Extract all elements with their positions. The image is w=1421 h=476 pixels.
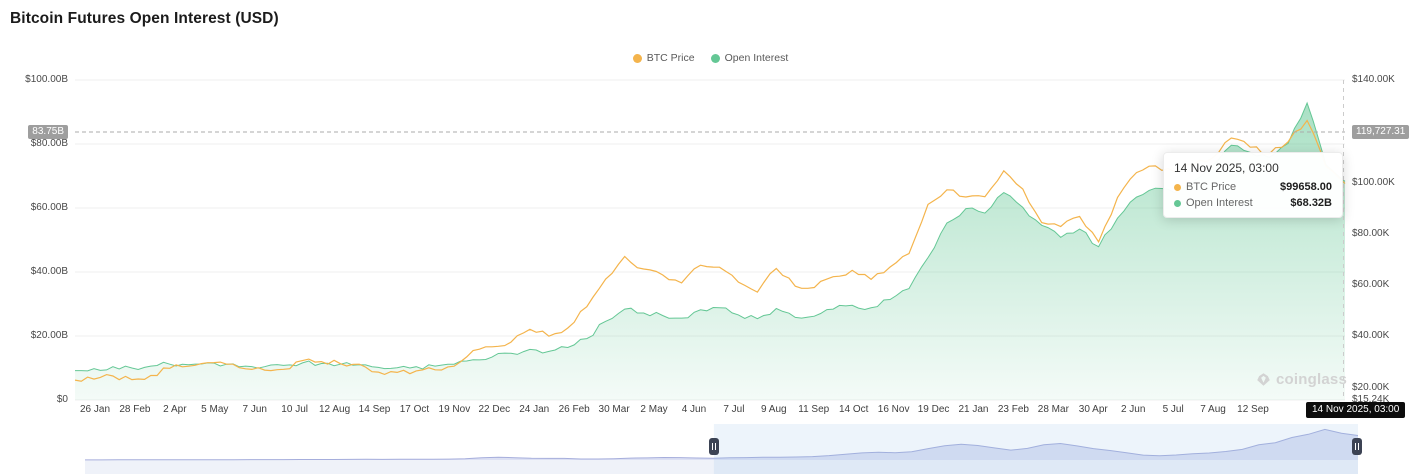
legend-item-btc-price[interactable]: BTC Price xyxy=(632,52,695,64)
y-tick-label-right: $100.00K xyxy=(1352,176,1395,188)
open-interest-legend-dot-icon xyxy=(710,53,720,63)
x-tick-label: 14 Sep xyxy=(358,404,391,415)
y-tick-label-right: $15.24K xyxy=(1352,394,1390,405)
x-tick-label: 14 Oct xyxy=(838,404,869,415)
tooltip-label-btc-price: BTC Price xyxy=(1186,181,1237,193)
x-tick-label: 2 May xyxy=(640,404,668,415)
watermark-text: coinglass xyxy=(1276,371,1347,388)
y-tick-label-left: $80.00B xyxy=(30,138,68,149)
x-axis: 26 Jan 28 Feb 2 Apr 5 May 7 Jun 10 Jul 12 Aug 1… xyxy=(75,404,1345,418)
x-tick-label: 7 Aug xyxy=(1200,404,1226,415)
legend-label-btc-price: BTC Price xyxy=(646,52,695,64)
page-title: Bitcoin Futures Open Interest (USD) xyxy=(10,10,279,27)
x-tick-label: 2 Jun xyxy=(1120,404,1146,415)
main-chart[interactable] xyxy=(74,79,1346,401)
tooltip-label-open-interest: Open Interest xyxy=(1186,197,1253,209)
legend-label-open-interest: Open Interest xyxy=(724,52,789,64)
x-tick-label: 30 Apr xyxy=(1078,404,1108,415)
open-interest-dot-icon xyxy=(1174,199,1181,207)
x-tick-label: 7 Jul xyxy=(723,404,745,415)
x-tick-label: 19 Nov xyxy=(438,404,471,415)
x-tick-label: 30 Mar xyxy=(598,404,630,415)
y-tick-label-left: $0 xyxy=(56,394,68,405)
x-tick-label: 11 Sep xyxy=(798,404,830,415)
x-tick-label: 5 May xyxy=(201,404,229,415)
y-tick-label-right: $20.00K xyxy=(1352,381,1390,393)
x-tick-label: 26 Jan xyxy=(79,404,111,415)
x-tick-label: 22 Dec xyxy=(478,404,511,415)
x-tick-label: 16 Nov xyxy=(877,404,910,415)
navigator-left-handle[interactable] xyxy=(708,438,719,455)
y-tick-label-left: $20.00B xyxy=(30,330,68,341)
x-tick-label: 5 Jul xyxy=(1162,404,1184,415)
y-tick-label-left: $60.00B xyxy=(30,202,68,213)
open-interest-last-value-badge: 83.75B xyxy=(28,125,68,139)
x-tick-label: 7 Jun xyxy=(242,404,267,415)
legend: BTC Price Open Interest xyxy=(0,52,1421,64)
y-tick-label-right: $60.00K xyxy=(1352,279,1390,291)
x-tick-label: 24 Jan xyxy=(519,404,550,415)
y-tick-label-right: $40.00K xyxy=(1352,330,1390,342)
coinglass-gem-icon xyxy=(1257,373,1270,386)
x-tick-label: 17 Oct xyxy=(399,404,430,415)
y-tick-label-right: $80.00K xyxy=(1352,227,1390,239)
crosshair-date-badge: 14 Nov 2025, 03:00 xyxy=(1306,402,1406,418)
y-tick-label-right: $140.00K xyxy=(1352,74,1395,85)
tooltip-row-btc-price: BTC Price $99658.00 xyxy=(1174,181,1332,193)
navigator[interactable] xyxy=(85,424,1358,474)
btc-price-legend-dot-icon xyxy=(632,53,642,63)
x-tick-label: 28 Mar xyxy=(1037,404,1069,415)
x-tick-label: 28 Feb xyxy=(119,404,151,415)
btc-price-dot-icon xyxy=(1174,183,1181,191)
tooltip-title: 14 Nov 2025, 03:00 xyxy=(1174,161,1279,175)
x-tick-label: 12 Aug xyxy=(319,404,351,415)
tooltip: 14 Nov 2025, 03:00 BTC Price $99658.00 O… xyxy=(1163,152,1343,218)
legend-item-open-interest[interactable]: Open Interest xyxy=(710,52,789,64)
tooltip-row-open-interest: Open Interest $68.32B xyxy=(1174,197,1332,209)
x-tick-label: 26 Feb xyxy=(558,404,590,415)
x-tick-label: 21 Jan xyxy=(958,404,989,415)
x-tick-label: 19 Dec xyxy=(917,404,950,415)
btc-price-last-value-badge: 119,727.31 xyxy=(1352,125,1410,139)
coinglass-watermark: coinglass xyxy=(1256,371,1347,388)
tooltip-value-open-interest: $68.32B xyxy=(1290,197,1332,209)
y-tick-label-left: $100.00B xyxy=(25,74,68,85)
x-tick-label: 9 Aug xyxy=(761,404,787,415)
y-tick-label-left: $40.00B xyxy=(30,266,68,277)
tooltip-value-btc-price: $99658.00 xyxy=(1280,181,1332,193)
navigator-right-handle[interactable] xyxy=(1352,438,1362,455)
x-tick-label: 10 Jul xyxy=(281,404,308,415)
x-tick-label: 23 Feb xyxy=(997,404,1029,415)
x-tick-label: 12 Sep xyxy=(1237,404,1269,415)
x-tick-label: 4 Jun xyxy=(681,404,707,415)
x-tick-label: 2 Apr xyxy=(163,404,187,415)
